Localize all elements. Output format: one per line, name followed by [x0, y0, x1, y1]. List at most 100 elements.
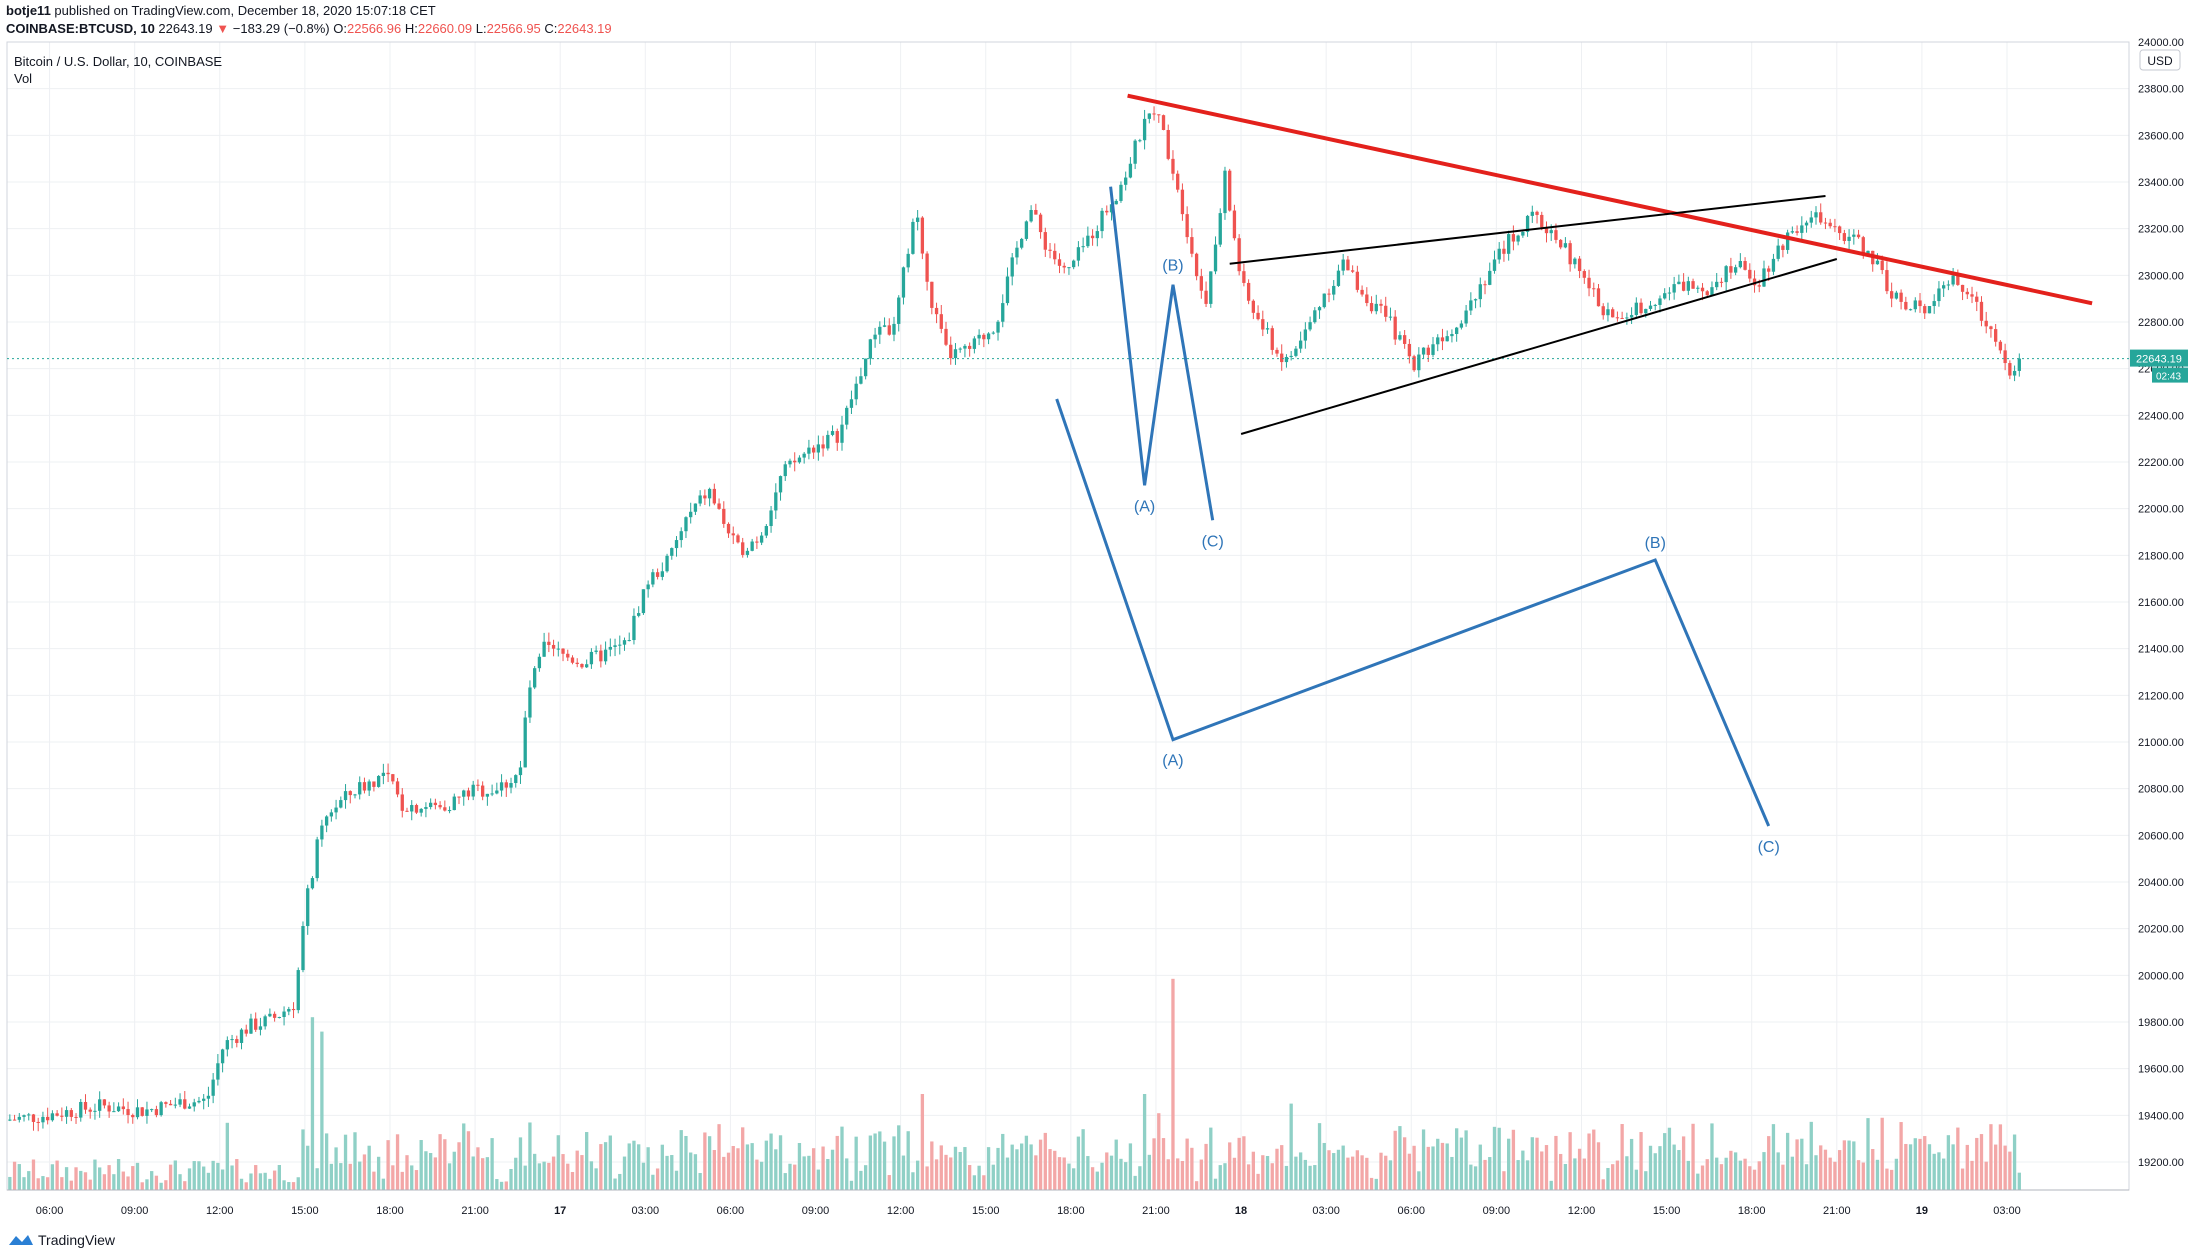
time-tick-label: 21:00 — [461, 1205, 489, 1217]
volume-bar — [1923, 1136, 1927, 1190]
candle-body — [1450, 334, 1454, 337]
candle-body — [1464, 310, 1468, 324]
time-tick-label: 12:00 — [206, 1205, 234, 1217]
volume-bar — [1398, 1126, 1402, 1190]
volume-bar — [613, 1178, 617, 1190]
candle-body — [575, 662, 579, 664]
candle-body — [419, 808, 423, 813]
symbol-label[interactable]: COINBASE:BTCUSD, 10 — [6, 21, 155, 36]
volume-bar — [112, 1174, 116, 1190]
volume-bar — [528, 1122, 532, 1190]
candle-body — [1691, 281, 1695, 289]
brand-label: TradingView — [38, 1232, 116, 1248]
time-tick-label: 06:00 — [36, 1205, 64, 1217]
currency-label: USD — [2147, 54, 2173, 68]
time-tick-label: 21:00 — [1142, 1205, 1170, 1217]
tradingview-logo-icon — [9, 1235, 33, 1245]
volume-bar — [1942, 1158, 1946, 1190]
candle-body — [608, 646, 612, 650]
volume-bar — [1445, 1143, 1449, 1190]
volume-bar — [1710, 1123, 1714, 1190]
candle-body — [1492, 259, 1497, 271]
volume-bar — [1918, 1138, 1922, 1190]
volume-bar — [126, 1176, 130, 1190]
time-tick-label: 18:00 — [1057, 1205, 1085, 1217]
volume-bar — [2012, 1134, 2017, 1190]
candle-body — [1445, 336, 1449, 342]
candle-body — [1142, 118, 1147, 141]
time-tick-label: 18 — [1235, 1205, 1247, 1217]
volume-bar — [1015, 1149, 1019, 1190]
volume-bar — [1284, 1165, 1289, 1190]
candle-body — [1984, 320, 1988, 327]
volume-bar — [1833, 1161, 1837, 1190]
candle-body — [1204, 290, 1208, 304]
candle-body — [655, 572, 660, 577]
volume-bar — [679, 1130, 683, 1190]
candle-body — [1327, 293, 1331, 295]
volume-bar — [816, 1169, 821, 1190]
candle-body — [230, 1039, 234, 1041]
volume-bar — [324, 1133, 329, 1190]
candle-body — [1946, 284, 1951, 286]
candle-body — [613, 645, 617, 647]
volume-bar — [1180, 1161, 1185, 1190]
volume-bar — [329, 1163, 334, 1190]
candle-body — [953, 349, 958, 359]
wave-label: (C) — [1758, 839, 1780, 856]
candle-body — [1700, 287, 1705, 292]
candle-body — [882, 325, 887, 327]
time-axis[interactable]: 06:00 09:00 12:00 15:00 18:00 21:00 17 03:00 06:… — [7, 1189, 2129, 1217]
volume-bar — [1620, 1124, 1624, 1190]
large-abc-wave — [1055, 398, 1771, 827]
price-tick-label: 20400.00 — [2138, 877, 2184, 889]
volume-bar — [1020, 1143, 1024, 1190]
volume-bar — [8, 1176, 12, 1190]
price-tick-label: 22800.00 — [2138, 317, 2184, 329]
candle-body — [140, 1107, 144, 1116]
close-label: C: — [544, 21, 558, 36]
candle-body — [547, 641, 551, 645]
volume-bar — [1436, 1138, 1440, 1190]
volume-bar — [1975, 1137, 1979, 1190]
time-tick-label: 09:00 — [802, 1205, 830, 1217]
volume-bar — [1615, 1160, 1620, 1190]
candle-body — [1785, 232, 1790, 250]
candle-body — [1067, 267, 1071, 269]
volume-bar — [1946, 1135, 1951, 1190]
volume-bar — [1280, 1145, 1284, 1190]
volume-bar — [2008, 1151, 2012, 1190]
tradingview-brand[interactable]: TradingView — [8, 1232, 115, 1248]
volume-bar — [1246, 1164, 1251, 1190]
volume-bar — [1360, 1155, 1364, 1190]
drawings[interactable]: (A) (B) (C) (A) (B) (C) — [1055, 93, 2093, 856]
volume-bar — [1185, 1138, 1189, 1190]
volume-bar — [1270, 1163, 1274, 1190]
candle-body — [958, 348, 962, 350]
volume-bar — [131, 1166, 135, 1190]
volume-bar — [414, 1170, 419, 1190]
volume-bar — [499, 1181, 504, 1190]
author-name[interactable]: botje11 — [6, 3, 51, 18]
candle-body — [93, 1110, 97, 1112]
volume-bar — [1577, 1148, 1582, 1190]
candle-body — [443, 807, 447, 811]
candle-body — [722, 508, 726, 524]
wave-label: (C) — [1202, 533, 1224, 550]
candle-body — [485, 793, 490, 797]
volume-bar — [1908, 1144, 1913, 1190]
candle-body — [320, 825, 324, 840]
candle-body — [717, 503, 721, 509]
time-tick-label: 19 — [1916, 1205, 1928, 1217]
volume-bar — [1549, 1180, 1553, 1190]
candle-body — [381, 772, 386, 776]
volume-bar — [1530, 1137, 1534, 1190]
candle-body — [315, 839, 319, 879]
candle-body — [12, 1119, 17, 1121]
volume-bar — [1265, 1155, 1270, 1190]
price-axis[interactable]: 24000.00 23800.00 23600.00 23400.00 23200.00… — [2130, 37, 2188, 1169]
candle-body — [1960, 284, 1965, 292]
currency-badge[interactable]: USD — [2139, 49, 2181, 71]
volume-bar — [310, 1017, 315, 1190]
